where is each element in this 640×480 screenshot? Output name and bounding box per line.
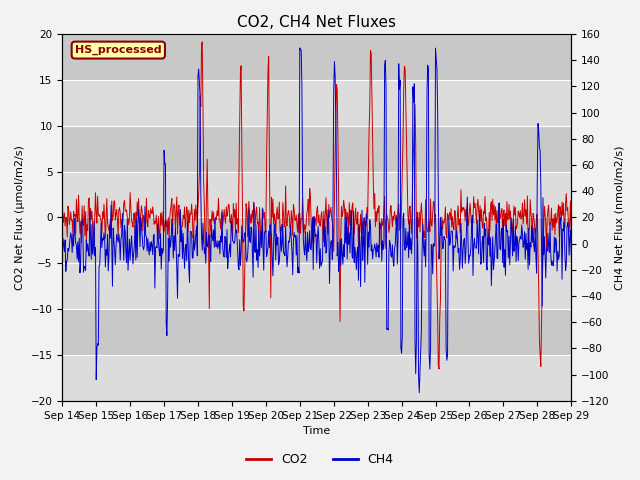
Bar [62, 80, 572, 126]
Bar [62, 264, 572, 309]
Bar [62, 355, 572, 401]
Line: CH4: CH4 [62, 48, 572, 393]
Bar [62, 34, 572, 80]
Bar [62, 171, 572, 217]
Y-axis label: CO2 Net Flux (μmol/m2/s): CO2 Net Flux (μmol/m2/s) [15, 145, 25, 290]
Bar [62, 126, 572, 171]
Bar [62, 309, 572, 355]
Text: HS_processed: HS_processed [75, 45, 162, 55]
Line: CO2: CO2 [62, 42, 572, 369]
X-axis label: Time: Time [303, 426, 330, 436]
Title: CO2, CH4 Net Fluxes: CO2, CH4 Net Fluxes [237, 15, 396, 30]
Y-axis label: CH4 Net Flux (nmol/m2/s): CH4 Net Flux (nmol/m2/s) [615, 145, 625, 290]
Legend: CO2, CH4: CO2, CH4 [241, 448, 399, 471]
Bar [62, 217, 572, 264]
